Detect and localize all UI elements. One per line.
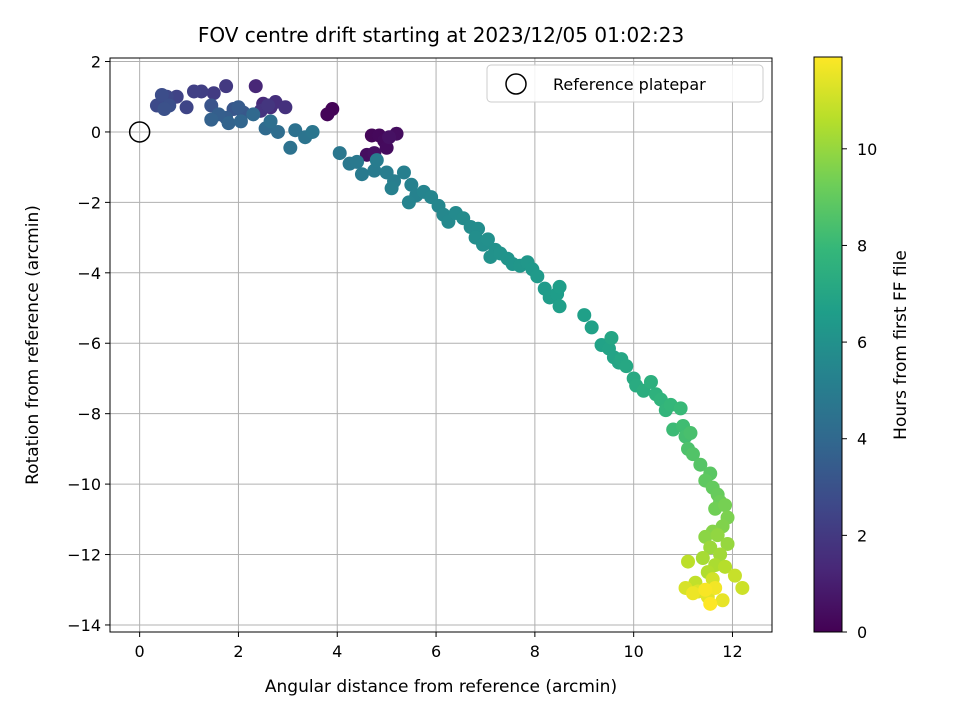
data-point: [263, 114, 278, 129]
data-point: [404, 177, 419, 192]
y-tick-label: −12: [67, 546, 101, 565]
data-point: [221, 116, 236, 131]
y-tick-label: −6: [77, 334, 101, 353]
legend-label: Reference platepar: [553, 75, 706, 94]
data-point: [369, 153, 384, 168]
data-point: [727, 568, 742, 583]
data-point: [685, 586, 700, 601]
y-tick-label: −14: [67, 616, 101, 635]
colorbar-label: Hours from first FF file: [891, 250, 911, 440]
data-point: [384, 181, 399, 196]
data-point: [278, 100, 293, 115]
x-tick-label: 12: [722, 642, 742, 661]
data-point: [179, 100, 194, 115]
data-point: [379, 140, 394, 155]
data-point: [219, 79, 234, 94]
data-point: [157, 102, 172, 117]
data-point: [396, 165, 411, 180]
data-point: [673, 401, 688, 416]
data-point: [604, 330, 619, 345]
data-point: [715, 593, 730, 608]
y-axis-ticks: 2 0 −2 −4 −6 −8 −10 −12 −14: [67, 53, 110, 635]
data-point: [713, 547, 728, 562]
data-point: [206, 86, 221, 101]
data-point: [246, 107, 261, 122]
data-point: [320, 107, 335, 122]
data-point: [681, 554, 696, 569]
y-tick-label: −2: [77, 193, 101, 212]
data-point: [288, 123, 303, 138]
data-points: [149, 79, 750, 611]
colorbar-tick-label: 0: [857, 623, 867, 642]
data-point: [350, 154, 365, 169]
x-tick-label: 4: [332, 642, 342, 661]
legend: Reference platepar: [486, 64, 764, 103]
y-axis-label: Rotation from reference (arcmin): [23, 205, 43, 485]
data-point: [530, 269, 545, 284]
data-point: [643, 374, 658, 389]
data-point: [367, 163, 382, 178]
data-point: [619, 359, 634, 374]
data-point: [710, 528, 725, 543]
data-point: [718, 498, 733, 513]
data-point: [270, 124, 285, 139]
colorbar-tick-label: 8: [857, 236, 867, 255]
legend-marker-icon: [505, 73, 527, 95]
x-tick-label: 0: [135, 642, 145, 661]
colorbar-tick-label: 6: [857, 333, 867, 352]
data-point: [703, 596, 718, 611]
y-tick-label: −4: [77, 264, 101, 283]
data-point: [305, 124, 320, 139]
y-tick-label: 0: [91, 123, 101, 142]
y-tick-label: −10: [67, 475, 101, 494]
data-point: [698, 582, 713, 597]
x-tick-label: 2: [233, 642, 243, 661]
data-point: [283, 140, 298, 155]
colorbar-ticks: 0 2 4 6 8 10: [842, 140, 877, 642]
x-tick-label: 6: [431, 642, 441, 661]
x-tick-label: 10: [623, 642, 643, 661]
data-point: [186, 84, 201, 99]
data-point: [683, 426, 698, 441]
data-point: [401, 195, 416, 210]
data-point: [735, 580, 750, 595]
data-point: [584, 320, 599, 335]
data-point: [552, 279, 567, 294]
chart-title: FOV centre drift starting at 2023/12/05 …: [198, 23, 684, 47]
y-tick-label: −8: [77, 405, 101, 424]
data-point: [480, 232, 495, 247]
data-point: [248, 79, 263, 94]
data-point: [261, 98, 276, 113]
data-point: [552, 299, 567, 314]
data-point: [685, 447, 700, 462]
colorbar-tick-label: 10: [857, 140, 877, 159]
data-point: [354, 167, 369, 182]
x-axis-ticks: 0 2 4 6 8 10 12: [135, 632, 743, 661]
data-point: [332, 146, 347, 161]
plot-frame: [109, 57, 773, 633]
reference-point: [128, 121, 151, 143]
data-point: [154, 87, 169, 102]
colorbar-tick-label: 2: [857, 526, 867, 545]
data-point: [720, 536, 735, 551]
data-point: [231, 100, 246, 115]
colorbar: [813, 56, 843, 633]
reference-marker: [128, 121, 151, 143]
x-axis-label: Angular distance from reference (arcmin): [265, 677, 617, 697]
data-point: [718, 559, 733, 574]
x-tick-label: 8: [530, 642, 540, 661]
y-tick-label: 2: [91, 53, 101, 72]
data-point: [703, 540, 718, 555]
data-point: [233, 114, 248, 129]
data-point: [577, 308, 592, 323]
data-point: [698, 529, 713, 544]
data-point: [693, 457, 708, 472]
data-point: [382, 130, 397, 145]
data-point: [204, 112, 219, 127]
legend-box: [486, 64, 764, 103]
data-point: [695, 551, 710, 566]
colorbar-tick-label: 4: [857, 430, 867, 449]
